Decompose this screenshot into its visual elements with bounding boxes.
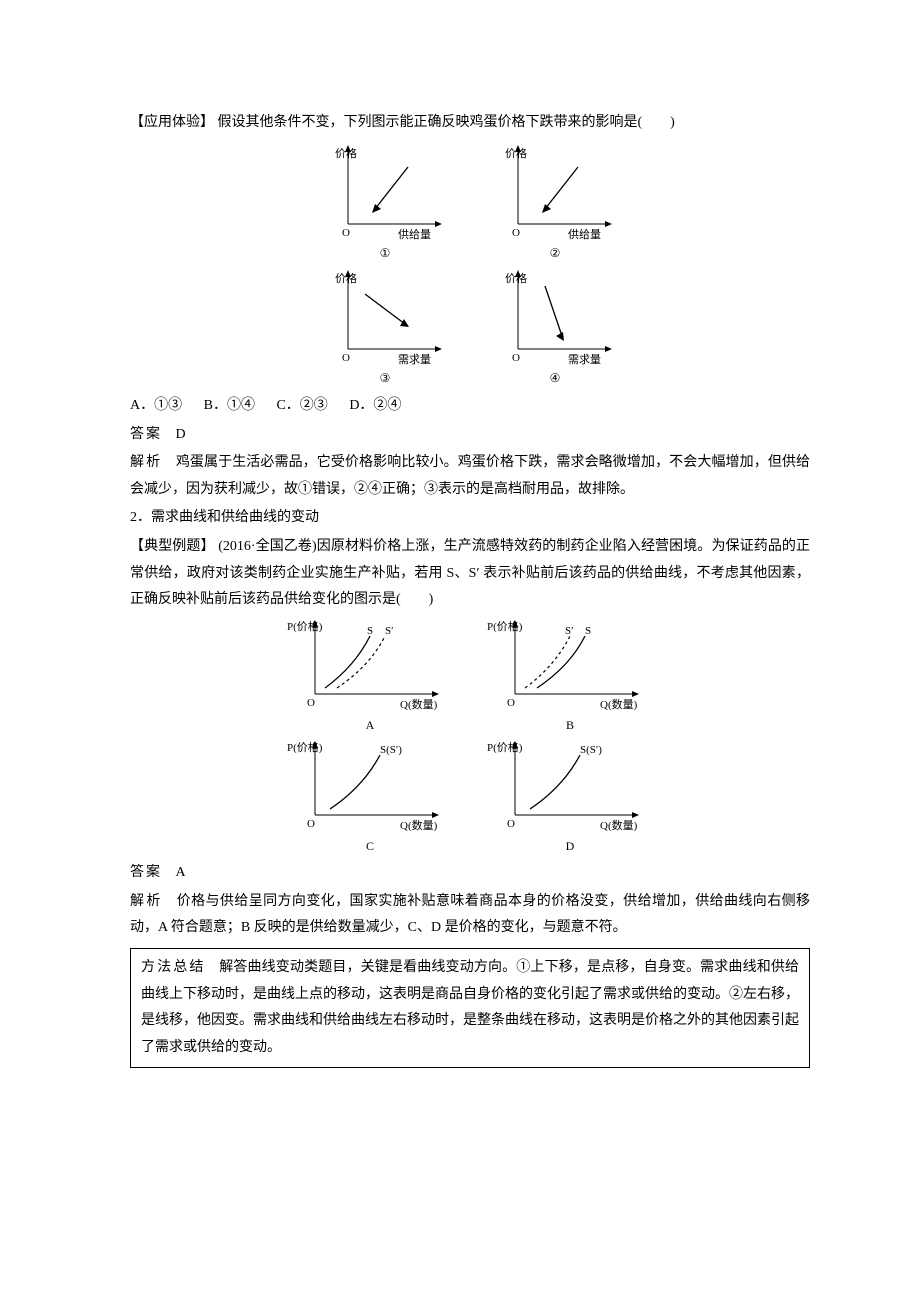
- svg-text:价格: 价格: [505, 146, 527, 160]
- svg-text:供给量: 供给量: [568, 227, 601, 241]
- expl-label-2: 解析: [130, 894, 163, 909]
- svg-text:O: O: [507, 697, 515, 709]
- expl-label: 解析: [130, 455, 162, 470]
- svg-text:P(价格): P(价格): [487, 740, 523, 754]
- svg-text:Q(数量): Q(数量): [600, 698, 638, 711]
- q1-prompt: 【应用体验】 假设其他条件不变，下列图示能正确反映鸡蛋价格下跌带来的影响是( ): [130, 110, 810, 137]
- q2-chart-a: P(价格) O Q(数量) S S′ A: [285, 616, 455, 737]
- svg-text:S(S′): S(S′): [580, 744, 602, 756]
- q1-explanation: 解析 鸡蛋属于生活必需品，它受价格影响比较小。鸡蛋价格下跌，需求会略微增加，不会…: [130, 450, 810, 503]
- q1-options: A．①③ B．①④ C．②③ D．②④: [130, 393, 810, 420]
- q2-answer-value: A: [176, 865, 186, 880]
- q2-chart-d-lbl: D: [485, 835, 655, 858]
- q2-answer: 答案 A: [130, 860, 810, 887]
- svg-text:S′: S′: [565, 625, 574, 637]
- q2-expl-text: 价格与供给呈同方向变化，国家实施补贴意味着商品本身的价格没变，供给增加，供给曲线…: [130, 894, 810, 936]
- q1-chart-1: 价格 O 供给量 ①: [320, 139, 450, 265]
- section2-title: 2．需求曲线和供给曲线的变动: [130, 505, 810, 532]
- svg-text:需求量: 需求量: [398, 353, 431, 366]
- q2-text: (2016·全国乙卷)因原材料价格上涨，生产流感特效药的制药企业陷入经营困境。为…: [130, 539, 810, 607]
- svg-text:Q(数量): Q(数量): [600, 819, 638, 832]
- q2-charts: P(价格) O Q(数量) S S′ A P(价格): [130, 616, 810, 860]
- q1-opt-c: C．②③: [276, 398, 327, 413]
- answer-label: 答案: [130, 427, 162, 442]
- q1-expl-text: 鸡蛋属于生活必需品，它受价格影响比较小。鸡蛋价格下跌，需求会略微增加，不会大幅增…: [130, 455, 810, 497]
- svg-text:O: O: [342, 227, 350, 239]
- svg-text:S: S: [585, 625, 591, 637]
- svg-text:价格: 价格: [335, 271, 357, 285]
- svg-text:价格: 价格: [335, 146, 357, 160]
- q1-chart-3-num: ③: [320, 367, 450, 390]
- q2-chart-b: P(价格) O Q(数量) S′ S B: [485, 616, 655, 737]
- answer-label-2: 答案: [130, 865, 162, 880]
- svg-text:S(S′): S(S′): [380, 744, 402, 756]
- q1-chart-2-num: ②: [490, 242, 620, 265]
- svg-text:P(价格): P(价格): [287, 619, 323, 633]
- q2-chart-a-lbl: A: [285, 714, 455, 737]
- method-box: 方法总结 解答曲线变动类题目，关键是看曲线变动方向。①上下移，是点移，自身变。需…: [130, 948, 810, 1068]
- q1-label: 【应用体验】: [130, 115, 214, 130]
- svg-text:O: O: [512, 352, 520, 364]
- method-label: 方法总结: [141, 960, 206, 975]
- q1-opt-b: B．①④: [204, 398, 255, 413]
- q1-opt-d: D．②④: [349, 398, 401, 413]
- q1-chart-1-num: ①: [320, 242, 450, 265]
- q1-answer: 答案 D: [130, 422, 810, 449]
- q1-chart-3: 价格 O 需求量 ③: [320, 264, 450, 390]
- q1-chart-2: 价格 O 供给量 ②: [490, 139, 620, 265]
- svg-text:O: O: [507, 818, 515, 830]
- q2-chart-c: P(价格) O Q(数量) S(S′) C: [285, 737, 455, 858]
- svg-text:P(价格): P(价格): [287, 740, 323, 754]
- q1-charts: 价格 O 供给量 ① 价格 O 供给量: [130, 139, 810, 393]
- q1-opt-a: A．①③: [130, 398, 182, 413]
- q2-prompt: 【典型例题】 (2016·全国乙卷)因原材料价格上涨，生产流感特效药的制药企业陷…: [130, 534, 810, 614]
- q2-chart-b-lbl: B: [485, 714, 655, 737]
- svg-text:P(价格): P(价格): [487, 619, 523, 633]
- svg-text:需求量: 需求量: [568, 353, 601, 366]
- svg-text:O: O: [307, 818, 315, 830]
- q1-text: 假设其他条件不变，下列图示能正确反映鸡蛋价格下跌带来的影响是( ): [218, 115, 675, 130]
- q2-chart-d: P(价格) O Q(数量) S(S′) D: [485, 737, 655, 858]
- svg-text:S: S: [367, 625, 373, 637]
- svg-text:Q(数量): Q(数量): [400, 819, 438, 832]
- svg-text:价格: 价格: [505, 271, 527, 285]
- svg-text:Q(数量): Q(数量): [400, 698, 438, 711]
- q2-explanation: 解析 价格与供给呈同方向变化，国家实施补贴意味着商品本身的价格没变，供给增加，供…: [130, 889, 810, 942]
- svg-text:供给量: 供给量: [398, 227, 431, 241]
- svg-text:O: O: [512, 227, 520, 239]
- svg-text:O: O: [342, 352, 350, 364]
- method-text: 解答曲线变动类题目，关键是看曲线变动方向。①上下移，是点移，自身变。需求曲线和供…: [141, 960, 799, 1055]
- q1-chart-4: 价格 O 需求量 ④: [490, 264, 620, 390]
- svg-text:S′: S′: [385, 625, 394, 637]
- svg-text:O: O: [307, 697, 315, 709]
- q2-chart-c-lbl: C: [285, 835, 455, 858]
- q1-answer-value: D: [176, 427, 186, 442]
- q2-label: 【典型例题】: [130, 539, 215, 554]
- q1-chart-4-num: ④: [490, 367, 620, 390]
